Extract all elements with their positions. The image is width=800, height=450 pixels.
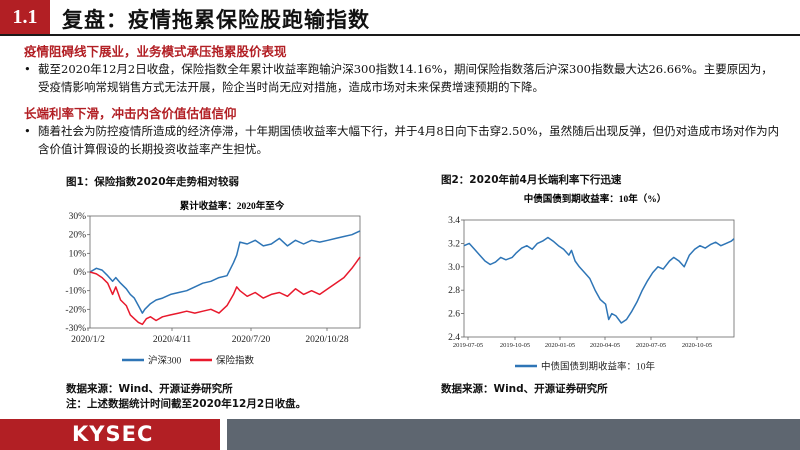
y-tick-label: 3.0 bbox=[448, 263, 460, 273]
series-line-2 bbox=[89, 256, 361, 326]
section-heading-1: 疫情阻碍线下展业，业务模式承压拖累股价表现 bbox=[24, 44, 287, 59]
y-tick-label: 0% bbox=[73, 268, 86, 278]
section-number: 1.1 bbox=[0, 0, 50, 34]
header-divider bbox=[0, 34, 800, 36]
section-heading-2: 长端利率下滑，冲击内含价值估值信仰 bbox=[24, 106, 237, 121]
chart-2-title: 中债国债到期收益率：10年（%） bbox=[524, 193, 667, 205]
chart-2-plot-frame bbox=[463, 219, 735, 338]
x-tick-label: 2020-10-05 bbox=[682, 342, 712, 349]
series-line-1 bbox=[463, 236, 735, 324]
chart-1-plot-frame bbox=[89, 215, 361, 329]
x-tick-label: 2019-10-05 bbox=[500, 342, 530, 349]
x-tick-label: 2020/1/2 bbox=[71, 335, 105, 345]
y-tick-label: 30% bbox=[69, 212, 87, 222]
legend-label: 沪深300 bbox=[148, 355, 182, 367]
bullet-text-2: 随着社会为防控疫情所造成的经济停滞，十年期国债收益率大幅下行，并于4月8日向下击… bbox=[38, 124, 780, 156]
series-line-1 bbox=[89, 230, 361, 314]
y-tick-label: 3.4 bbox=[448, 216, 460, 226]
chart-1: 累计收益率：2020年至今 30% 20% 10% 0% -10% -20% -30% 20… bbox=[65, 200, 361, 367]
figure-1-note: 注：上述数据统计时间截至2020年12月2日收盘。 bbox=[66, 398, 307, 410]
figure-1-source: 数据来源：Wind、开源证券研究所 bbox=[66, 383, 233, 395]
figure-1-caption: 图1：保险指数2020年走势相对较弱 bbox=[66, 176, 240, 188]
legend-label: 中债国债到期收益率：10年 bbox=[541, 361, 656, 373]
y-tick-label: 20% bbox=[69, 231, 87, 241]
bullet-dot-icon: • bbox=[24, 124, 31, 138]
footer: KYSEC bbox=[0, 419, 800, 450]
page-title: 复盘：疫情拖累保险股跑输指数 bbox=[62, 8, 370, 32]
kysec-logo: KYSEC bbox=[72, 422, 154, 446]
bullet-paragraph-2: • 随着社会为防控疫情所造成的经济停滞，十年期国债收益率大幅下行，并于4月8日向… bbox=[24, 122, 784, 158]
footer-brand-bar: KYSEC bbox=[0, 419, 220, 450]
figure-2-source: 数据来源：Wind、开源证券研究所 bbox=[441, 383, 608, 395]
header: 1.1 复盘：疫情拖累保险股跑输指数 bbox=[0, 0, 800, 36]
y-tick-label: 2.6 bbox=[448, 310, 460, 320]
y-tick-label: 3.2 bbox=[448, 239, 460, 249]
figure-2-caption: 图2：2020年前4月长端利率下行迅速 bbox=[441, 174, 622, 186]
chart-2: 中债国债到期收益率：10年（%） 3.4 3.2 3.0 2.8 2.6 2.4 2019… bbox=[448, 193, 735, 373]
legend-label: 保险指数 bbox=[216, 355, 255, 367]
x-tick-label: 2020-04-05 bbox=[590, 342, 620, 349]
bullet-text-1: 截至2020年12月2日收盘，保险指数全年累计收益率跑输沪深300指数14.16… bbox=[38, 62, 773, 94]
y-tick-label: 2.4 bbox=[448, 333, 460, 343]
x-tick-label: 2020-01-05 bbox=[545, 342, 575, 349]
y-tick-label: -30% bbox=[65, 324, 86, 334]
x-tick-label: 2020-07-05 bbox=[636, 342, 666, 349]
x-tick-label: 2020/4/11 bbox=[153, 335, 191, 345]
x-tick-label: 2020/7/20 bbox=[232, 335, 271, 345]
bullet-dot-icon: • bbox=[24, 62, 31, 76]
x-tick-label: 2019-07-05 bbox=[453, 342, 483, 349]
y-tick-label: -10% bbox=[65, 287, 86, 297]
x-tick-label: 2020/10/28 bbox=[305, 335, 349, 345]
y-tick-label: 10% bbox=[69, 249, 87, 259]
chart-1-title: 累计收益率：2020年至今 bbox=[180, 200, 285, 212]
footer-gray-bar bbox=[227, 419, 800, 450]
y-tick-label: -20% bbox=[65, 305, 86, 315]
y-tick-label: 2.8 bbox=[448, 286, 460, 296]
bullet-paragraph-1: • 截至2020年12月2日收盘，保险指数全年累计收益率跑输沪深300指数14.… bbox=[24, 60, 784, 96]
